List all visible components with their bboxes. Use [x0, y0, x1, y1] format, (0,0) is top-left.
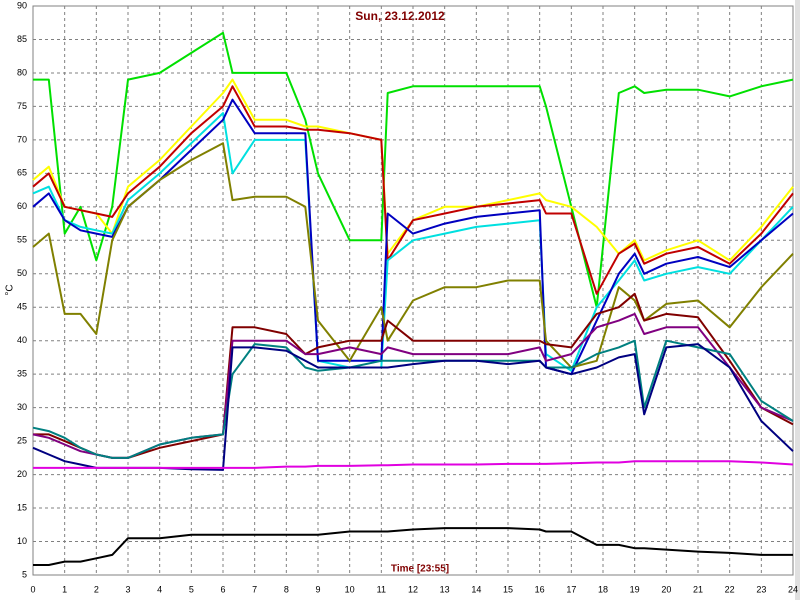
y-axis-label: °C: [5, 284, 16, 295]
x-tick-label: 21: [693, 584, 703, 594]
y-tick-label: 70: [17, 134, 27, 144]
y-tick-label: 45: [17, 302, 27, 312]
window-edge: [795, 0, 800, 600]
y-tick-label: 35: [17, 369, 27, 379]
x-tick-label: 17: [566, 584, 576, 594]
x-tick-label: 12: [408, 584, 418, 594]
y-tick-label: 25: [17, 435, 27, 445]
x-tick-label: 3: [125, 584, 130, 594]
y-tick-label: 50: [17, 268, 27, 278]
y-tick-label: 15: [17, 502, 27, 512]
x-tick-label: 23: [756, 584, 766, 594]
y-tick-label: 20: [17, 469, 27, 479]
series-line: [32, 339, 794, 459]
series-line: [33, 31, 794, 309]
x-tick-label: 2: [94, 584, 99, 594]
series-line: [32, 85, 794, 295]
series-line: [33, 527, 793, 566]
x-tick-label: 20: [661, 584, 671, 594]
x-tick-label: 1: [62, 584, 67, 594]
y-tick-label: 80: [17, 67, 27, 77]
series-line: [33, 460, 794, 469]
series-line: [32, 142, 794, 369]
chart-title: Sun, 23.12.2012: [355, 9, 445, 23]
y-tick-label: 90: [17, 0, 27, 10]
x-tick-label: 16: [535, 584, 545, 594]
y-tick-label: 40: [17, 335, 27, 345]
y-tick-label: 75: [17, 101, 27, 111]
x-tick-label: 6: [220, 584, 225, 594]
x-tick-label: 7: [252, 584, 257, 594]
x-tick-label: 11: [377, 584, 386, 594]
x-tick-label: 9: [315, 584, 320, 594]
y-tick-label: 55: [17, 235, 27, 245]
y-tick-label: 30: [17, 402, 27, 412]
y-tick-label: 85: [17, 34, 27, 44]
x-tick-label: 10: [345, 584, 355, 594]
x-tick-label: 24: [788, 584, 798, 594]
y-tick-label: 10: [17, 536, 27, 546]
x-tick-label: 5: [189, 584, 194, 594]
x-tick-label: 14: [471, 584, 481, 594]
x-tick-label: 0: [30, 584, 35, 594]
y-tick-label: 5: [22, 569, 27, 579]
x-axis-label: Time [23:55]: [391, 564, 449, 575]
x-tick-label: 15: [503, 584, 513, 594]
x-tick-label: 8: [284, 584, 289, 594]
x-tick-label: 19: [630, 584, 640, 594]
x-tick-label: 22: [725, 584, 735, 594]
x-tick-label: 4: [157, 584, 162, 594]
y-tick-label: 65: [17, 168, 27, 178]
x-tick-label: 18: [598, 584, 608, 594]
x-tick-label: 13: [440, 584, 450, 594]
y-tick-label: 60: [17, 201, 27, 211]
series-line: [32, 112, 794, 372]
